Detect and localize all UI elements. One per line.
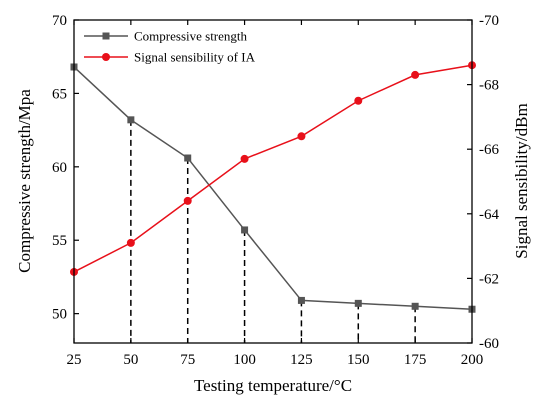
x-axis-title: Testing temperature/°C	[194, 376, 352, 395]
x-tick-label: 25	[67, 352, 82, 368]
signal-sensibility-of-ia-point	[126, 238, 135, 247]
legend-swatch-marker	[102, 53, 110, 61]
y-right-tick-label: -68	[479, 78, 499, 94]
signal-sensibility-of-ia-point	[183, 196, 192, 205]
x-tick-label: 150	[347, 352, 370, 368]
x-tick-label: 50	[123, 352, 138, 368]
x-tick-label: 200	[461, 352, 484, 368]
x-tick-label: 125	[290, 352, 313, 368]
compressive-strength-point	[127, 116, 135, 124]
x-tick-label: 75	[180, 352, 195, 368]
guide-lines	[130, 119, 416, 343]
compressive-strength-point	[184, 154, 192, 162]
y-right-tick-label: -64	[479, 207, 499, 223]
compressive-strength-point	[411, 302, 419, 310]
y-left-tick-label: 50	[52, 307, 67, 323]
legend-swatch-marker	[102, 32, 110, 40]
legend-label-compressive-strength: Compressive strength	[134, 29, 248, 44]
x-tick-label: 100	[233, 352, 256, 368]
y-axis-right-title: Signal sensibility/dBm	[512, 103, 531, 258]
compressive-strength-point	[297, 296, 305, 304]
legend-label-signal-sensibility-of-ia: Signal sensibility of IA	[134, 50, 256, 65]
plot-frame	[73, 19, 473, 344]
y-right-tick-label: -70	[479, 13, 499, 29]
y-right-tick-label: -60	[479, 336, 499, 352]
signal-sensibility-of-ia-point	[411, 70, 420, 79]
signal-sensibility-of-ia-line	[73, 64, 473, 273]
series-lines	[73, 64, 473, 310]
y-left-tick-label: 55	[52, 233, 67, 249]
y-left-tick-label: 60	[52, 160, 67, 176]
axes: 25 50 75 100 125 150 175 200 50 55 60 65 70 -60 -62 -64…	[52, 13, 499, 368]
y-right-tick-label: -62	[479, 271, 499, 287]
x-tick-label: 175	[404, 352, 427, 368]
compressive-strength-point	[241, 226, 249, 234]
y-right-tick-label: -66	[479, 142, 499, 158]
compressive-strength-point	[354, 299, 362, 307]
signal-sensibility-of-ia-point	[297, 132, 306, 141]
compressive-strength-line	[73, 66, 473, 310]
y-left-tick-label: 65	[52, 86, 67, 102]
y-axis-left-title: Compressive strength/Mpa	[15, 89, 34, 273]
signal-sensibility-of-ia-point	[354, 96, 363, 105]
signal-sensibility-of-ia-point	[240, 154, 249, 163]
y-left-tick-label: 70	[52, 13, 67, 29]
legend: Compressive strength Signal sensibility o…	[84, 29, 256, 65]
